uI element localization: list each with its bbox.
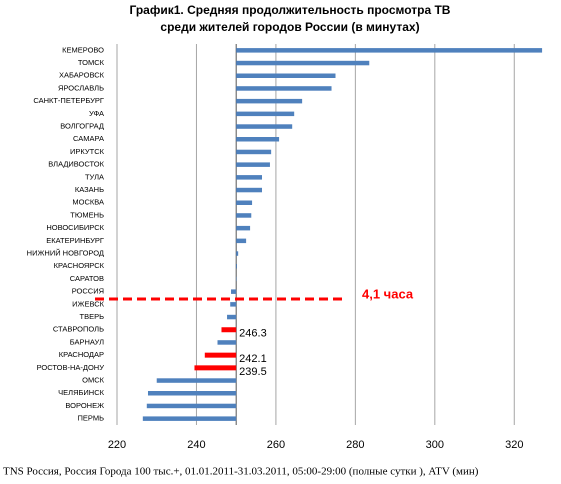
y-tick-label: ТВЕРЬ: [79, 312, 104, 321]
y-tick-label: ВЛАДИВОСТОК: [48, 160, 104, 169]
bar: [236, 73, 336, 78]
y-tick-label: ТОМСК: [78, 58, 105, 67]
bar: [236, 251, 239, 256]
bar: [146, 403, 237, 409]
bar: [221, 327, 237, 333]
bar: [147, 391, 237, 396]
x-tick-label: 320: [505, 439, 523, 451]
bar: [236, 200, 253, 205]
y-tick-label: НИЖНИЙ НОВГОРОД: [27, 249, 104, 258]
y-tick-label: СТАВРОПОЛЬ: [53, 325, 104, 334]
bar: [194, 365, 237, 371]
y-tick-label: САНКТ-ПЕТЕРБУРГ: [33, 96, 104, 105]
y-tick-label: КАЗАНЬ: [75, 185, 104, 194]
x-tick-label: 260: [267, 439, 285, 451]
y-tick-label: БАРНАУЛ: [70, 337, 104, 346]
bar: [227, 314, 237, 320]
bar: [142, 416, 237, 421]
bar: [156, 378, 237, 383]
bar: [236, 149, 272, 155]
x-tick-label: 240: [187, 439, 205, 451]
bar: [236, 86, 332, 91]
y-tick-label: РОССИЯ: [72, 287, 104, 296]
y-tick-label: ТЮМЕНЬ: [70, 210, 104, 219]
bar: [236, 187, 263, 193]
y-tick-label: САРАТОВ: [70, 274, 104, 283]
bar: [231, 289, 237, 294]
footnote: TNS Россия, Россия Города 100 тыс.+, 01.…: [3, 466, 479, 478]
bar: [217, 340, 237, 345]
y-tick-label: НОВОСИБИРСК: [46, 223, 104, 232]
value-label: 242.1: [239, 353, 267, 365]
bar: [236, 213, 252, 218]
y-tick-label: ИРКУТСК: [70, 147, 105, 156]
bar: [236, 175, 263, 180]
bar: [236, 137, 280, 142]
value-label: 239.5: [239, 366, 267, 378]
bar: [236, 124, 293, 129]
y-tick-label: КЕМЕРОВО: [62, 45, 104, 54]
x-tick-label: 220: [108, 439, 126, 451]
y-tick-label: УФА: [89, 109, 104, 118]
y-tick-label: ЧЕЛЯБИНСК: [58, 388, 104, 397]
bar: [236, 60, 370, 66]
chart-title: График1. Средняя продолжительность просм…: [130, 3, 451, 17]
y-tick-label: ХАБАРОВСК: [59, 71, 105, 80]
y-tick-label: КРАСНОДАР: [59, 350, 104, 359]
y-tick-label: МОСКВА: [72, 198, 104, 207]
bar: [236, 98, 303, 104]
bar: [236, 225, 251, 231]
y-tick-label: КРАСНОЯРСК: [54, 261, 105, 270]
annotation: 4,1 часа: [362, 286, 414, 301]
bar: [236, 48, 543, 53]
y-tick-label: ВОЛГОГРАД: [60, 122, 104, 131]
y-tick-label: РОСТОВ-НА-ДОНУ: [37, 363, 105, 372]
bar: [236, 238, 247, 244]
value-label: 246.3: [239, 328, 267, 340]
y-tick-label: ОМСК: [82, 376, 104, 385]
y-tick-label: САМАРА: [73, 134, 104, 143]
bar: [204, 352, 237, 358]
y-tick-label: ЕКАТЕРИНБУРГ: [46, 236, 104, 245]
x-tick-label: 280: [346, 439, 364, 451]
y-tick-label: ИЖЕВСК: [72, 299, 104, 308]
chart-subtitle: среди жителей городов России (в минутах): [160, 20, 419, 34]
bar: [236, 111, 295, 117]
bar: [236, 264, 237, 269]
y-tick-label: ПЕРМЬ: [78, 414, 105, 423]
x-tick-label: 300: [426, 439, 444, 451]
bar: [236, 162, 270, 167]
plot: 220 240 260 280 300 320 КЕМЕРОВО ТОМСК ХАБАРОВСК…: [27, 44, 543, 451]
y-tick-label: ТУЛА: [85, 172, 104, 181]
bar: [230, 302, 237, 307]
y-tick-label: ВОРОНЕЖ: [65, 401, 104, 410]
y-tick-label: ЯРОСЛАВЛЬ: [58, 83, 104, 92]
